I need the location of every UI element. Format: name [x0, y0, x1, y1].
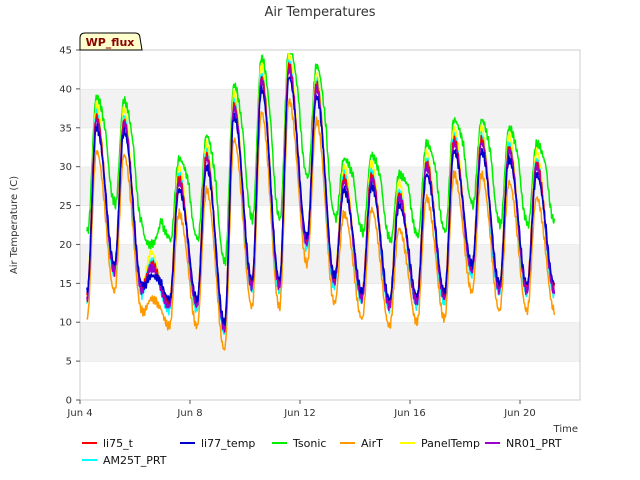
legend-item: NR01_PRT	[485, 437, 562, 450]
y-axis-ticks: 0 5 10 15 20 25 30 35 40 45	[59, 46, 80, 407]
y-tick-label: 40	[59, 84, 72, 95]
x-tick-label: Jun 16	[393, 408, 426, 419]
x-axis-ticks: Jun 4 Jun 8 Jun 12 Jun 16 Jun 20	[66, 400, 536, 419]
y-tick-label: 10	[59, 318, 72, 329]
grid-band	[80, 322, 580, 362]
y-tick-label: 45	[59, 46, 72, 57]
chart-title: Air Temperatures	[264, 5, 375, 20]
y-tick-label: 25	[59, 201, 72, 212]
y-tick-label: 35	[59, 123, 72, 134]
y-tick-label: 5	[66, 357, 72, 368]
legend-label: li75_t	[103, 437, 134, 450]
y-axis-label: Air Temperature (C)	[9, 176, 20, 274]
legend-item: AirT	[340, 437, 383, 450]
legend-label: Tsonic	[292, 437, 326, 450]
x-tick-label: Jun 8	[176, 408, 202, 419]
legend-item: PanelTemp	[400, 437, 480, 450]
series-line-airt	[86, 98, 556, 351]
legend-item: li75_t	[82, 437, 134, 450]
legend-label: AirT	[361, 437, 383, 450]
series-lines	[86, 53, 556, 351]
legend-item: Tsonic	[272, 437, 326, 450]
x-tick-label: Jun 12	[283, 408, 316, 419]
x-tick-label: Jun 4	[66, 408, 92, 419]
legend-item: li77_temp	[180, 437, 255, 450]
badge-label: WP_flux	[86, 36, 135, 49]
y-tick-label: 20	[59, 240, 72, 251]
y-tick-label: 15	[59, 279, 72, 290]
grid-band	[80, 50, 580, 89]
legend-label: PanelTemp	[421, 437, 480, 450]
badge-box	[79, 32, 143, 51]
grid-band	[80, 127, 580, 167]
grid-band	[80, 361, 580, 400]
x-tick-label: Jun 20	[503, 408, 536, 419]
legend: li75_t li77_temp Tsonic AirT PanelTemp NR01_P…	[82, 437, 562, 467]
series-line-tsonic	[86, 53, 556, 267]
legend-label: NR01_PRT	[506, 437, 562, 450]
legend-item: AM25T_PRT	[82, 454, 167, 467]
y-tick-label: 0	[66, 396, 72, 407]
y-tick-label: 30	[59, 162, 72, 173]
x-axis-label: Time	[553, 424, 578, 435]
station-badge: WP_flux	[79, 32, 143, 51]
grid-band	[80, 88, 580, 128]
legend-label: AM25T_PRT	[103, 454, 167, 467]
legend-label: li77_temp	[201, 437, 255, 450]
plot-frame	[79, 49, 581, 401]
series-line-li77-temp	[86, 76, 555, 326]
